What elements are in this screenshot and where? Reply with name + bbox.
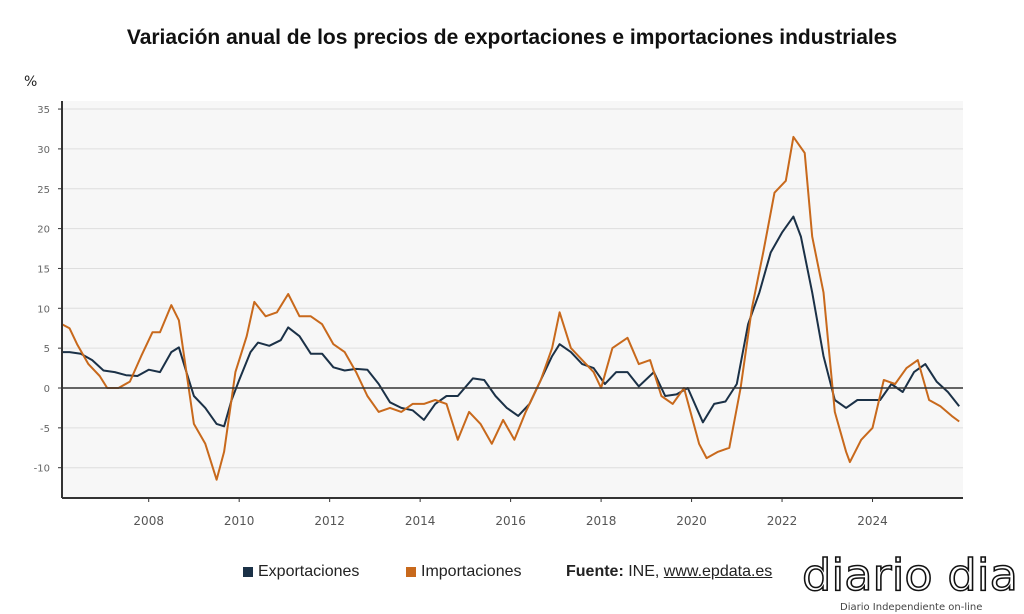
y-tick-label: 0 <box>44 384 50 395</box>
y-tick-label: -5 <box>40 424 50 435</box>
series-line-importaciones <box>61 135 960 481</box>
x-tick-label: 2020 <box>676 514 707 528</box>
legend-item-exportaciones[interactable]: Exportaciones <box>243 563 359 581</box>
legend-swatch-importaciones <box>406 567 416 577</box>
y-tick-label: 5 <box>44 344 50 355</box>
legend-label-exportaciones: Exportaciones <box>258 563 360 580</box>
x-tick-label: 2012 <box>314 514 345 528</box>
source-text: INE, <box>623 563 664 580</box>
y-tick-label: 35 <box>37 105 50 116</box>
y-axis-unit: % <box>24 74 38 90</box>
logo-tagline: Diario Independiente on-line <box>840 602 982 613</box>
y-tick-label: 15 <box>37 264 50 275</box>
diario-dia-logo: diario dia Diario Independiente on-line <box>801 549 1019 613</box>
source-note: Fuente: INE, www.epdata.es <box>566 563 772 581</box>
x-tick-label: 2022 <box>767 514 798 528</box>
y-tick-label: 25 <box>37 185 50 196</box>
legend-swatch-exportaciones <box>243 567 253 577</box>
source-label: Fuente: <box>566 563 624 580</box>
y-tick-label: 10 <box>37 304 50 315</box>
x-tick-label: 2014 <box>405 514 436 528</box>
y-tick-label: 30 <box>37 145 50 156</box>
line-chart: 35 30 25 20 15 10 5 0 -5 -10 2008 2010 2012 2014 2016 2… <box>34 101 963 528</box>
x-tick-label: 2010 <box>224 514 255 528</box>
legend-item-importaciones[interactable]: Importaciones <box>406 563 522 581</box>
series-line-exportaciones <box>62 215 960 428</box>
x-tick-label: 2016 <box>495 514 526 528</box>
x-tick-label: 2018 <box>586 514 617 528</box>
x-tick-label: 2024 <box>857 514 888 528</box>
source-link[interactable]: www.epdata.es <box>663 563 773 580</box>
y-tick-label: -10 <box>34 464 50 475</box>
legend-label-importaciones: Importaciones <box>421 563 522 580</box>
y-tick-label: 20 <box>37 225 50 236</box>
x-tick-label: 2008 <box>133 514 164 528</box>
chart-title: Variación anual de los precios de export… <box>126 26 898 49</box>
logo-wordmark: diario dia <box>802 550 1018 601</box>
